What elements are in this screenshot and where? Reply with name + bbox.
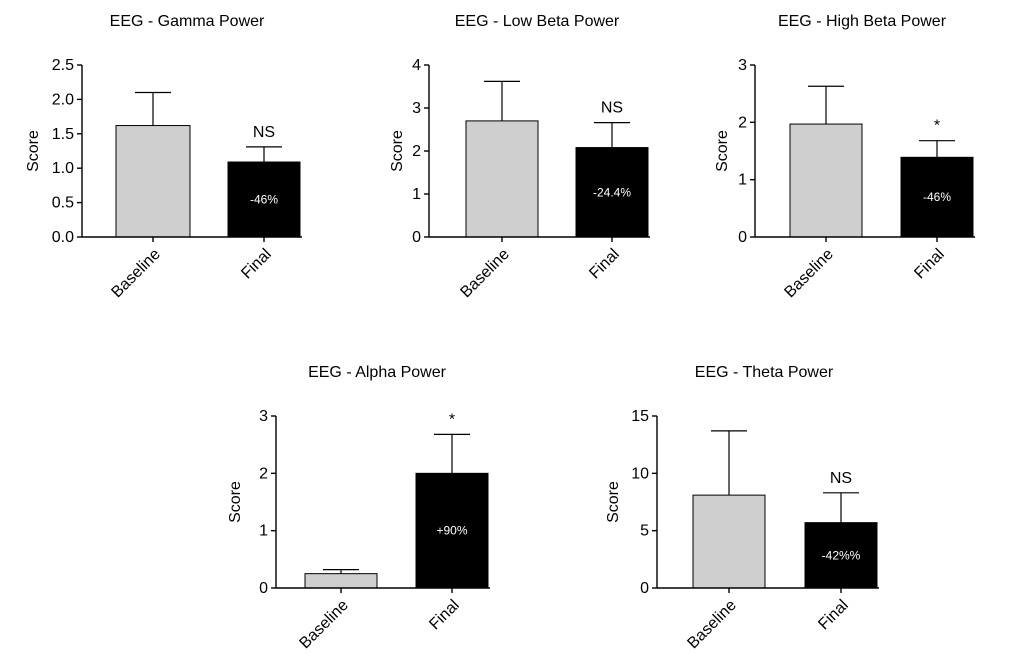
chart-title: EEG - High Beta Power xyxy=(778,13,947,30)
bar-baseline xyxy=(692,494,766,589)
y-tick-label: 1 xyxy=(738,172,747,189)
y-tick-label: 1.5 xyxy=(52,126,74,143)
y-tick-label: 1 xyxy=(412,186,421,203)
panel-5: EEG - Theta Power Score Baseline Final -42%%… xyxy=(605,364,879,652)
y-tick-label: 0 xyxy=(640,580,649,597)
y-tick-label: 1 xyxy=(259,523,268,540)
error-bar-final xyxy=(594,122,630,148)
final-bar-change-label: +90% xyxy=(436,524,467,538)
error-bar-baseline xyxy=(711,430,747,496)
x-tick-label: Final xyxy=(426,597,463,634)
bar-baseline xyxy=(115,125,191,238)
bar-baseline xyxy=(465,120,539,238)
y-tick-label: 2 xyxy=(412,143,421,160)
x-tick-label: Final xyxy=(238,246,275,283)
x-tick-label: Final xyxy=(586,246,623,283)
error-bar-baseline xyxy=(323,569,359,574)
error-bar-final xyxy=(246,146,282,163)
bar-final xyxy=(804,522,878,589)
y-tick-label: 0 xyxy=(738,229,747,246)
y-tick-label: 3 xyxy=(412,100,421,117)
chart-title: EEG - Gamma Power xyxy=(110,13,265,30)
y-tick-label: 2.5 xyxy=(52,57,74,74)
error-bar-final xyxy=(919,140,955,158)
error-bar-final xyxy=(434,433,470,474)
panel-3: EEG - High Beta Power Score Baseline Final -… xyxy=(714,13,975,301)
final-bar-change-label: -42%% xyxy=(822,548,861,562)
error-bar-baseline xyxy=(808,85,844,125)
y-tick-label: 0.5 xyxy=(52,195,74,212)
panel-4: EEG - Alpha Power Score Baseline Final +90% *… xyxy=(227,364,490,652)
y-tick-label: 1.0 xyxy=(52,160,74,177)
y-tick-label: 5 xyxy=(640,523,649,540)
y-axis-label: Score xyxy=(25,130,42,172)
y-tick-label: 2 xyxy=(738,114,747,131)
panel-2: EEG - Low Beta Power Score Baseline Final -2… xyxy=(389,13,650,301)
x-tick-label: Baseline xyxy=(684,597,739,652)
panel-1: EEG - Gamma Power Score Baseline Final -46% N… xyxy=(25,13,302,301)
error-bar-baseline xyxy=(484,80,520,121)
x-tick-label: Baseline xyxy=(457,246,512,301)
chart-title: EEG - Low Beta Power xyxy=(455,13,620,30)
y-axis-label: Score xyxy=(227,481,244,523)
significance-label: * xyxy=(449,411,455,428)
y-axis-label: Score xyxy=(714,130,731,172)
significance-label: NS xyxy=(601,100,623,117)
y-tick-label: 2 xyxy=(259,465,268,482)
y-axis-label: Score xyxy=(389,130,406,172)
y-axis-label: Score xyxy=(605,481,622,523)
y-tick-label: 15 xyxy=(631,408,649,425)
bar-final xyxy=(415,472,489,589)
x-tick-label: Baseline xyxy=(296,597,351,652)
y-tick-label: 3 xyxy=(259,408,268,425)
bar-final xyxy=(575,147,649,238)
bar-final xyxy=(227,161,301,238)
y-tick-label: 2.0 xyxy=(52,91,74,108)
y-tick-label: 0.0 xyxy=(52,229,74,246)
bar-baseline xyxy=(789,123,863,238)
bar-baseline xyxy=(304,573,378,589)
x-tick-label: Final xyxy=(911,246,948,283)
final-bar-change-label: -24.4% xyxy=(593,185,631,199)
significance-label: * xyxy=(934,118,940,135)
chart-title: EEG - Alpha Power xyxy=(308,364,447,381)
final-bar-change-label: -46% xyxy=(250,193,278,207)
final-bar-change-label: -46% xyxy=(923,190,951,204)
x-tick-label: Final xyxy=(815,597,852,634)
significance-label: NS xyxy=(830,470,852,487)
chart-title: EEG - Theta Power xyxy=(695,364,834,381)
y-tick-label: 0 xyxy=(259,580,268,597)
y-tick-label: 4 xyxy=(412,57,421,74)
error-bar-final xyxy=(823,492,859,523)
y-tick-label: 0 xyxy=(412,229,421,246)
y-tick-label: 3 xyxy=(738,57,747,74)
significance-label: NS xyxy=(253,124,275,141)
y-tick-label: 10 xyxy=(631,465,649,482)
x-tick-label: Baseline xyxy=(781,246,836,301)
error-bar-baseline xyxy=(135,91,171,126)
bar-final xyxy=(900,156,974,238)
x-tick-label: Baseline xyxy=(108,246,163,301)
